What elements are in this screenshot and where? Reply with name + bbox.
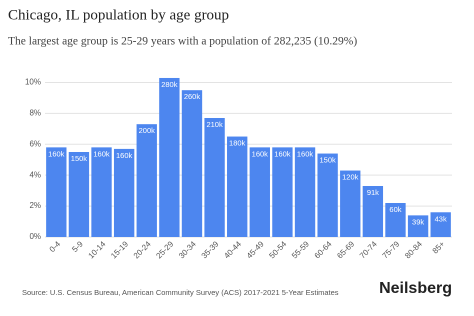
y-tick-label: 4% [29,170,41,179]
bar [407,215,429,237]
bar [385,203,406,237]
value-label: 200k [139,126,156,135]
value-label: 160k [116,151,133,160]
value-label: 260k [184,92,201,101]
value-label: 210k [206,120,223,129]
bar [136,124,157,237]
x-tick-label: 25-29 [154,239,175,260]
bar [317,153,338,237]
y-tick-label: 6% [29,139,41,148]
x-tick-label: 10-14 [87,239,108,260]
bar [340,170,361,237]
x-tick-label: 60-64 [313,239,334,260]
value-label: 160k [48,149,65,158]
value-label: 43k [435,214,447,223]
bar [46,147,67,237]
bar [91,147,112,237]
x-tick-label: 5-9 [70,239,85,254]
x-tick-label: 80-84 [403,239,424,260]
bar [294,147,316,237]
chart-title: Chicago, IL population by age group [8,7,229,23]
bar [113,148,135,237]
value-label: 160k [297,149,314,158]
y-tick-label: 2% [29,201,41,210]
value-label: 160k [274,149,291,158]
x-tick-label: 50-54 [267,239,288,260]
y-tick-label: 10% [25,78,41,87]
value-label: 160k [252,149,269,158]
x-tick-label: 40-44 [222,239,243,260]
bar [430,212,451,237]
value-label: 280k [161,80,178,89]
value-label: 150k [71,154,88,163]
value-label: 150k [320,156,337,165]
bar [362,186,384,237]
bar [272,147,293,237]
chart-subtitle: The largest age group is 25-29 years wit… [8,36,357,48]
x-tick-label: 85+ [431,239,447,255]
bar [181,90,203,237]
x-tick-label: 55-59 [290,239,311,260]
brand: Neilsberg [379,280,452,297]
x-tick-label: 30-34 [177,239,198,260]
value-label: 180k [229,139,246,148]
value-label: 120k [342,173,359,182]
x-tick-label: 0-4 [48,239,63,254]
value-label: 39k [412,217,424,226]
x-tick-label: 45-49 [245,239,266,260]
value-label: 91k [367,188,379,197]
source: Source: U.S. Census Bureau, American Com… [22,288,339,297]
bar [68,152,90,237]
value-label: 60k [389,205,401,214]
bar [227,136,248,237]
x-tick-label: 15-19 [109,239,130,260]
bar [249,147,270,237]
y-tick-label: 0% [29,232,41,241]
x-tick-label: 65-69 [335,239,356,260]
bar [204,118,225,237]
value-label: 160k [93,149,110,158]
y-tick-label: 8% [29,108,41,117]
x-tick-label: 35-39 [200,239,221,260]
x-tick-label: 20-24 [132,239,153,260]
x-tick-label: 70-74 [358,239,379,260]
x-tick-label: 75-79 [381,239,402,260]
bar [159,77,180,238]
